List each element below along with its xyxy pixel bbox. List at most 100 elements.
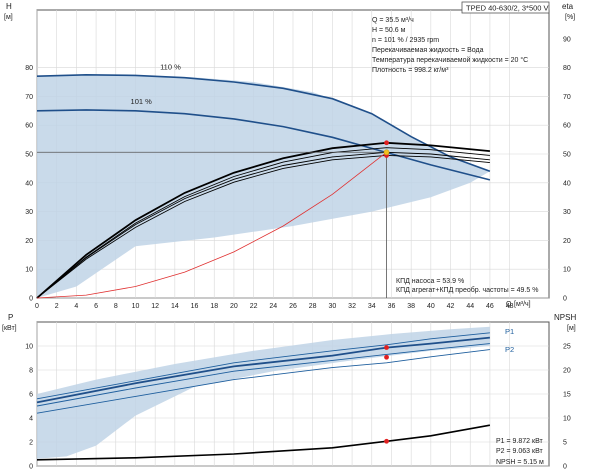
power-duty-point-1: [384, 354, 389, 360]
p2-series-label: P2: [505, 345, 514, 354]
npsh-readout: NPSH = 5.15 м: [496, 459, 544, 466]
eta-tick-label: 70: [563, 94, 571, 101]
npsh-curve: [36, 424, 491, 461]
info-temperature: Температура перекачиваемой жидкости = 20…: [372, 56, 528, 64]
flow-tick-label: 4: [74, 303, 78, 310]
flow-tick-label: 40: [427, 303, 435, 310]
head-tick-label: 50: [25, 152, 33, 159]
p2-curve: [36, 343, 490, 407]
efficiency-curve-4: [36, 147, 490, 299]
flow-tick-label: 20: [230, 303, 238, 310]
eta-tick-label: 50: [563, 152, 571, 159]
info-density: Плотность = 998.2 кг/м³: [372, 67, 449, 74]
flow-tick-label: 22: [250, 303, 258, 310]
power-curve-2: [36, 349, 490, 414]
efficiency-curve-2: [36, 151, 490, 299]
eta-tick-label: 60: [563, 123, 571, 130]
flow-tick-label: 18: [210, 303, 218, 310]
head-duty-point: [37, 140, 390, 298]
power-duty-points: [384, 345, 389, 444]
p1-series-label: P1: [505, 327, 514, 336]
flow-tick-label: 0: [35, 303, 39, 310]
head-curve-110: [36, 73, 491, 173]
head-operating-area: [37, 74, 490, 298]
flow-tick-label: 44: [466, 303, 474, 310]
flow-tick-label: 12: [151, 303, 159, 310]
head-tick-label: 60: [25, 123, 33, 130]
npsh-tick-label: 5: [563, 440, 567, 447]
npsh-axis-label: NPSH: [554, 313, 576, 322]
flow-axis-unit: [м³/ч]: [514, 301, 531, 308]
flow-tick-label: 28: [309, 303, 317, 310]
flow-tick-label: 10: [132, 303, 140, 310]
duty-point: [383, 149, 390, 156]
pump-efficiency-point: [384, 140, 389, 146]
flow-tick-label: 30: [328, 303, 336, 310]
p1-curve: [36, 332, 490, 400]
npsh-axis-unit: [м]: [567, 325, 576, 332]
flow-tick-label: 6: [94, 303, 98, 310]
eta-axis-unit: [%]: [565, 14, 575, 21]
efficiency-curve-5: [36, 154, 490, 299]
p1-readout: P1 = 9.872 кВт: [496, 438, 544, 445]
head-axis-label: H: [6, 2, 12, 11]
eta-tick-label: 90: [563, 36, 571, 43]
info-flow: Q = 35.5 м³/ч: [372, 17, 414, 24]
power-tick-label: 0: [29, 464, 33, 471]
flow-tick-label: 2: [55, 303, 59, 310]
flow-tick-label: 34: [368, 303, 376, 310]
head-chart: 110 %101 % 0 2 4 6 8 10 12 14 16 18 20 22 24 26 28 30 32…: [4, 1, 575, 310]
head-tick-label: 30: [25, 209, 33, 216]
power-duty-point-0: [384, 345, 389, 350]
head-tick-label: 0: [29, 296, 33, 303]
head-curve-101: [36, 109, 491, 181]
head-tick-label: 80: [25, 65, 33, 72]
npsh-tick-label: 20: [563, 368, 571, 375]
power-series: [36, 332, 491, 461]
eta-tick-label: 30: [563, 209, 571, 216]
flow-tick-label: 26: [289, 303, 297, 310]
flow-tick-label: 8: [114, 303, 118, 310]
power-axis-label: P: [8, 313, 13, 322]
info-head: H = 50.6 м: [372, 27, 406, 34]
info-block: Q = 35.5 м³/ч H = 50.6 м n = 101 % / 293…: [372, 17, 528, 74]
flow-tick-label: 32: [348, 303, 356, 310]
npsh-tick-label: 15: [563, 392, 571, 399]
flow-axis-label: Q: [506, 301, 512, 308]
power-duty-point-2: [384, 438, 389, 444]
flow-tick-label: 38: [407, 303, 415, 310]
npsh-tick-label: 10: [563, 416, 571, 423]
npsh-tick-label: 0: [563, 464, 567, 471]
eta-tick-label: 20: [563, 238, 571, 245]
eta-axis-label: eta: [562, 2, 574, 11]
head-series: 110 % 101 %: [36, 62, 491, 299]
power-tick-label: 4: [29, 416, 33, 423]
chart-title: TPED 40-630/2, 3*500 V: [466, 4, 549, 13]
head-tick-label: 10: [25, 267, 33, 274]
pump-efficiency-readout: КПД насоса = 53.9 %: [396, 278, 464, 285]
flow-tick-label: 46: [486, 303, 494, 310]
chart-title-box: [461, 1, 550, 14]
flow-tick-label: 48: [506, 303, 514, 310]
eta-tick-label: 0: [563, 296, 567, 303]
power-tick-label: 2: [29, 440, 33, 447]
head-axis-ticks: 0 2 4 6 8 10 12 14 16 18 20 22 24 26 28 30 32 34 36 38 40 42 4…: [25, 36, 571, 310]
eta-tick-label: 10: [563, 267, 571, 274]
head-tick-label: 20: [25, 238, 33, 245]
total-efficiency-readout: КПД агрегат+КПД преобр. частоты = 49.5 %: [396, 286, 538, 294]
power-curve-3: [36, 336, 490, 404]
efficiency-curve-3: [36, 141, 490, 299]
head-axis-unit: [м]: [4, 14, 13, 21]
power-tick-label: 8: [29, 368, 33, 375]
head-curve-label: 110 %: [160, 62, 181, 71]
power-operating-area: [37, 326, 490, 459]
flow-tick-label: 14: [171, 303, 179, 310]
flow-tick-label: 16: [191, 303, 199, 310]
power-tick-label: 10: [25, 344, 33, 351]
power-npsh-chart: 0 2 4 6 8 10 0 5 10 15 20 25 P [кВт] NPSH [м] P1 P2…: [2, 313, 576, 471]
eta-tick-label: 40: [563, 180, 571, 187]
info-speed: n = 101 % / 2935 rpm: [372, 37, 439, 44]
power-axis-ticks: 0 2 4 6 8 10 0 5 10 15 20 25: [25, 344, 571, 471]
head-tick-label: 40: [25, 180, 33, 187]
